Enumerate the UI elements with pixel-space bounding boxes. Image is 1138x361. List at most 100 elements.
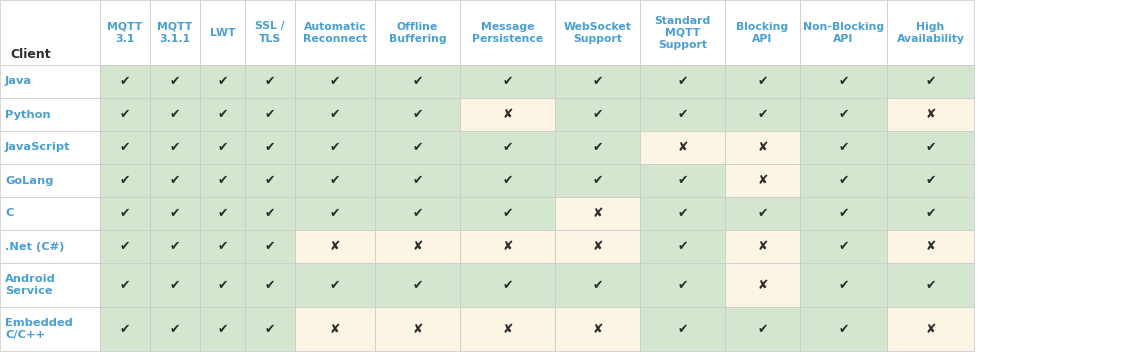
Bar [295,65,376,98]
Bar [887,0,974,65]
Bar [150,164,200,197]
Text: ✔: ✔ [677,240,687,253]
Text: C: C [5,209,14,218]
Text: ✔: ✔ [217,322,228,335]
Text: ✔: ✔ [119,108,130,121]
Text: ✔: ✔ [502,278,513,291]
Text: ✔: ✔ [925,278,935,291]
Bar [800,0,887,65]
Text: ✔: ✔ [839,207,849,220]
Bar [887,230,974,263]
Bar [100,65,150,98]
Bar [245,131,295,164]
Text: ✔: ✔ [839,278,849,291]
Bar [640,0,725,65]
Text: ✔: ✔ [839,322,849,335]
Bar [295,307,376,351]
Text: ✔: ✔ [170,322,180,335]
Text: ✘: ✘ [592,240,603,253]
Bar [555,131,640,164]
Text: ✔: ✔ [265,207,275,220]
Bar [200,98,245,131]
Text: Java: Java [5,77,32,87]
Bar [376,0,460,65]
Text: ✘: ✘ [502,108,513,121]
Text: ✔: ✔ [330,278,340,291]
Bar [460,98,555,131]
Bar [800,307,887,351]
Text: ✔: ✔ [677,322,687,335]
Text: ✔: ✔ [502,174,513,187]
Text: ✔: ✔ [119,240,130,253]
Bar [0,263,100,307]
Bar [376,197,460,230]
Text: ✔: ✔ [119,207,130,220]
Bar [376,164,460,197]
Text: ✔: ✔ [412,174,422,187]
Bar [100,263,150,307]
Text: ✔: ✔ [217,108,228,121]
Text: ✔: ✔ [170,207,180,220]
Text: ✔: ✔ [330,141,340,154]
Text: WebSocket
Support: WebSocket Support [563,22,632,43]
Text: Message
Persistence: Message Persistence [472,22,543,43]
Text: ✔: ✔ [265,322,275,335]
Bar [100,131,150,164]
Bar [0,307,100,351]
Text: ✔: ✔ [170,278,180,291]
Bar [150,230,200,263]
Text: ✔: ✔ [925,75,935,88]
Bar [725,263,800,307]
Text: ✔: ✔ [502,141,513,154]
Text: ✔: ✔ [757,207,768,220]
Bar [245,197,295,230]
Text: ✔: ✔ [265,108,275,121]
Bar [100,164,150,197]
Bar [887,98,974,131]
Text: LWT: LWT [209,27,236,38]
Text: Android
Service: Android Service [5,274,56,296]
Text: Embedded
C/C++: Embedded C/C++ [5,318,73,340]
Text: ✔: ✔ [677,278,687,291]
Bar [100,98,150,131]
Bar [725,98,800,131]
Text: ✔: ✔ [757,75,768,88]
Bar [725,164,800,197]
Text: ✔: ✔ [330,174,340,187]
Text: ✔: ✔ [839,108,849,121]
Bar [376,131,460,164]
Text: ✔: ✔ [925,207,935,220]
Bar [887,263,974,307]
Text: MQTT
3.1.1: MQTT 3.1.1 [157,22,192,43]
Text: Python: Python [5,109,50,119]
Bar [725,65,800,98]
Bar [150,98,200,131]
Text: ✔: ✔ [330,75,340,88]
Text: ✔: ✔ [592,141,603,154]
Bar [200,263,245,307]
Bar [460,197,555,230]
Bar [200,197,245,230]
Text: ✘: ✘ [330,322,340,335]
Text: ✔: ✔ [119,174,130,187]
Bar [800,98,887,131]
Text: ✘: ✘ [592,207,603,220]
Bar [725,0,800,65]
Text: ✘: ✘ [757,141,768,154]
Bar [0,230,100,263]
Text: ✘: ✘ [677,141,687,154]
Bar [100,230,150,263]
Text: ✔: ✔ [170,75,180,88]
Text: .Net (C#): .Net (C#) [5,242,65,252]
Text: ✔: ✔ [839,174,849,187]
Text: ✔: ✔ [170,108,180,121]
Bar [640,65,725,98]
Text: ✔: ✔ [677,174,687,187]
Text: ✘: ✘ [412,240,422,253]
Bar [887,307,974,351]
Bar [460,131,555,164]
Text: SSL /
TLS: SSL / TLS [255,22,284,43]
Bar [376,307,460,351]
Text: ✔: ✔ [119,278,130,291]
Bar [245,0,295,65]
